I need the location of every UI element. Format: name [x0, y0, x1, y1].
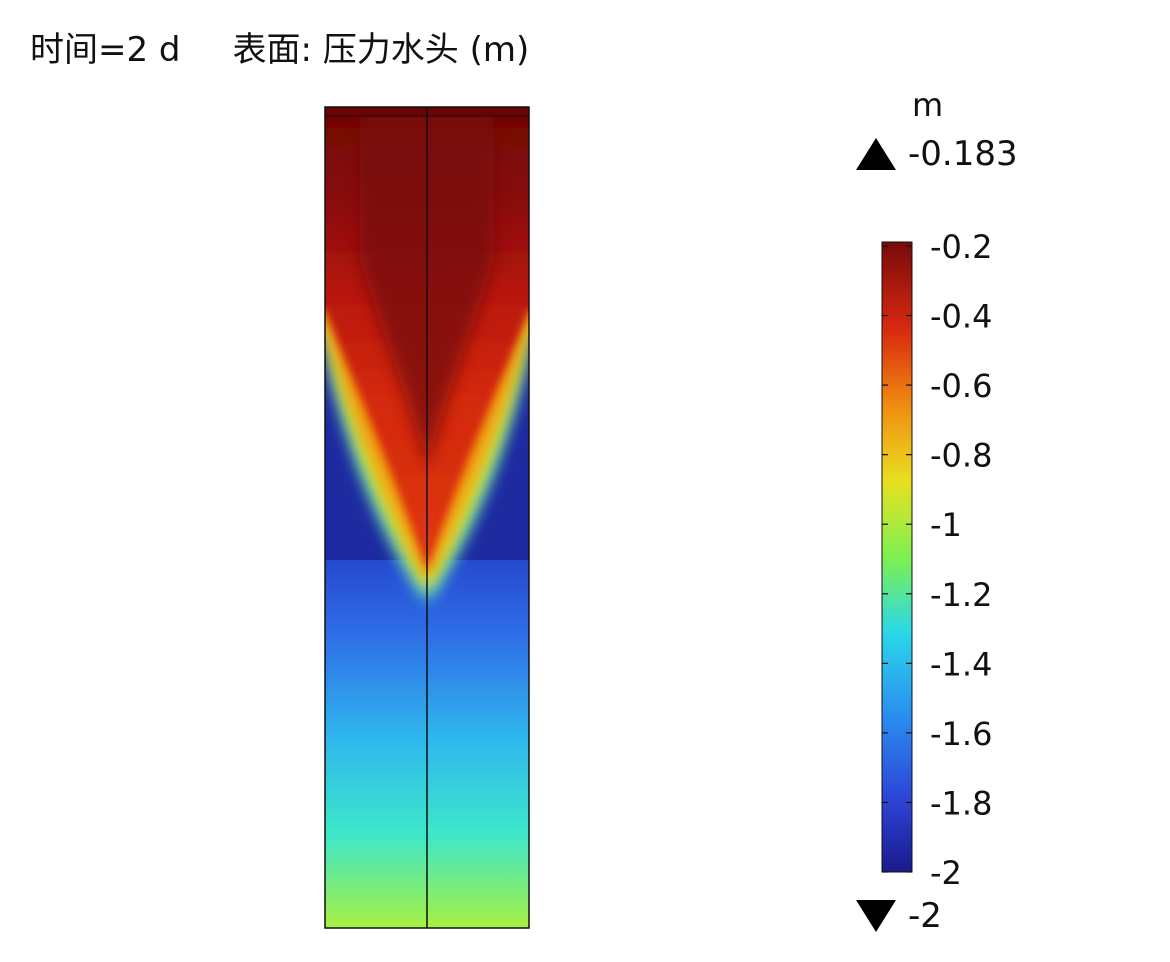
colorbar-ticks: -0.2 -0.4 -0.6 -0.8 -1 -1.2 -1.4 -1.6 -1.8 -2 [882, 228, 992, 892]
colorbar-max-indicator: -0.183 [856, 134, 1018, 174]
min-triangle-icon [856, 900, 896, 932]
colorbar-tick-label: -2 [930, 854, 962, 892]
colorbar-tick-label: -0.8 [930, 437, 992, 475]
colorbar-tick-label: -1.2 [930, 576, 992, 614]
colorbar-tick-label: -1.8 [930, 784, 992, 822]
colorbar-tick-label: -1.6 [930, 715, 992, 753]
surface-label: 表面: 压力水头 (m) [232, 30, 530, 70]
colorbar-gradient [881, 241, 913, 873]
colorbar-min-indicator: -2 [856, 896, 942, 936]
colorbar-min-label: -2 [908, 896, 942, 936]
colorbar-unit-label: m [912, 86, 944, 124]
colorbar-tick-label: -0.2 [930, 228, 992, 266]
colorbar-tick-label: -1.4 [930, 645, 992, 683]
time-label: 时间=2 d [30, 30, 181, 70]
max-triangle-icon [856, 138, 896, 170]
colorbar-tick-label: -1 [930, 506, 962, 544]
colorbar-tick-label: -0.4 [930, 298, 992, 336]
plot-header: 时间=2 d 表面: 压力水头 (m) [30, 22, 529, 71]
colorbar-tick-label: -0.6 [930, 367, 992, 405]
colorbar-max-label: -0.183 [908, 134, 1018, 174]
